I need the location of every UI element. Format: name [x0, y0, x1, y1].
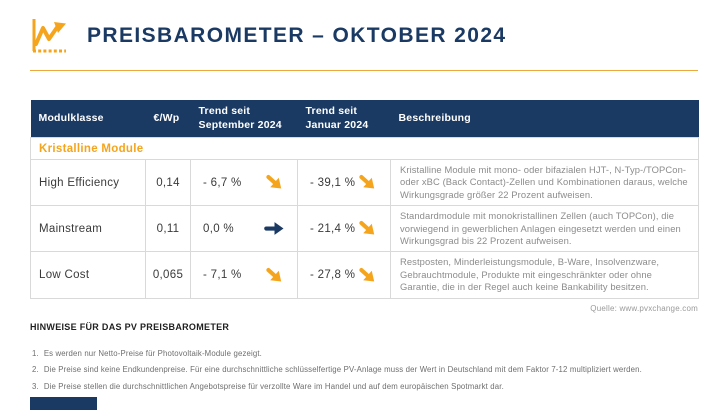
- trend-value: 0,0 %: [203, 222, 234, 235]
- trend-value: - 39,1 %: [310, 176, 356, 189]
- note-text: Es werden nur Netto-Preise für Photovolt…: [43, 348, 262, 358]
- column-header-trend-januar: Trend seit Januar 2024: [297, 100, 391, 138]
- column-header-trend-september: Trend seit September 2024: [190, 100, 298, 138]
- trend-september-cell: - 6,7 %: [190, 158, 298, 207]
- column-header-price: €/Wp: [145, 100, 191, 138]
- source-credit: Quelle: www.pvxchange.com: [590, 303, 698, 313]
- table-row-low-cost: Low Cost 0,065 - 7,1 % - 27,8 %: [30, 251, 699, 299]
- note-text: Die Preise stellen die durchschnittliche…: [43, 381, 504, 391]
- notes-list: 1. Es werden nur Netto-Preise für Photov…: [32, 349, 698, 391]
- footer-bar: [30, 397, 97, 410]
- page-header: PREISBAROMETER – OKTOBER 2024: [0, 0, 728, 55]
- beschreibung-cell: Restposten, Minderleistungsmodule, B-War…: [390, 251, 699, 299]
- price-table: Modulklasse €/Wp Trend seit September 20…: [30, 100, 699, 299]
- modulklasse-cell: High Efficiency: [30, 158, 146, 207]
- trend-chart-logo-icon: [32, 19, 66, 53]
- trend-arrow-icon: [266, 267, 282, 282]
- trend-januar-cell: - 39,1 %: [297, 158, 391, 207]
- trend-arrow-icon: [266, 175, 282, 189]
- trend-januar-cell: - 27,8 %: [297, 251, 391, 299]
- trend-value: - 6,7 %: [203, 176, 242, 189]
- trend-value: - 27,8 %: [310, 269, 356, 282]
- section-row-kristalline-module: Kristalline Module: [30, 137, 699, 160]
- beschreibung-cell: Kristalline Module mit mono- oder bifazi…: [390, 158, 699, 207]
- modulklasse-cell: Low Cost: [30, 251, 146, 299]
- note-number: 3.: [32, 381, 39, 391]
- header-divider: [30, 70, 698, 71]
- modulklasse-cell: Mainstream: [30, 205, 146, 253]
- note-number: 2.: [32, 365, 39, 375]
- note-item: 2. Die Preise sind keine Endkundenpreise…: [32, 365, 698, 374]
- price-cell: 0,14: [145, 158, 191, 207]
- trend-arrow-icon: [359, 221, 375, 235]
- trend-september-cell: 0,0 %: [190, 205, 298, 253]
- trend-januar-cell: - 21,4 %: [297, 205, 391, 253]
- page-title: PREISBAROMETER – OKTOBER 2024: [87, 24, 507, 47]
- price-cell: 0,065: [145, 251, 191, 299]
- notes-heading: HINWEISE FÜR DAS PV PREISBAROMETER: [30, 321, 230, 332]
- note-item: 1. Es werden nur Netto-Preise für Photov…: [32, 349, 698, 358]
- price-table-header: Modulklasse €/Wp Trend seit September 20…: [30, 100, 699, 138]
- trend-arrow-icon: [359, 175, 375, 189]
- note-number: 1.: [32, 348, 39, 358]
- section-label: Kristalline Module: [30, 137, 699, 160]
- trend-value: - 7,1 %: [203, 269, 242, 282]
- trend-value: - 21,4 %: [310, 222, 356, 235]
- beschreibung-cell: Standardmodule mit monokristallinen Zell…: [390, 205, 699, 253]
- column-header-modulklasse: Modulklasse: [30, 100, 146, 138]
- column-header-beschreibung: Beschreibung: [390, 100, 699, 138]
- trend-arrow-icon: [359, 267, 375, 282]
- trend-september-cell: - 7,1 %: [190, 251, 298, 299]
- table-row-mainstream: Mainstream 0,11 0,0 % - 21,4 %: [30, 205, 699, 253]
- note-item: 3. Die Preise stellen die durchschnittli…: [32, 382, 698, 391]
- note-text: Die Preise sind keine Endkundenpreise. F…: [43, 365, 642, 375]
- trend-arrow-icon: [264, 222, 284, 236]
- table-row-high-efficiency: High Efficiency 0,14 - 6,7 % - 39,1 %: [30, 158, 699, 207]
- price-cell: 0,11: [145, 205, 191, 253]
